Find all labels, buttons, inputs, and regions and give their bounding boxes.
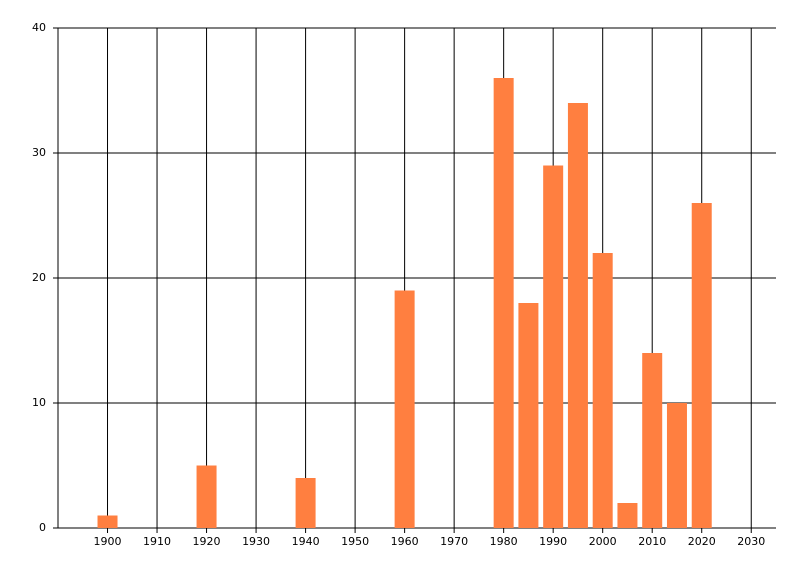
bar	[567, 103, 588, 528]
x-tick-label: 1970	[440, 535, 468, 548]
bar	[518, 303, 539, 528]
bar	[543, 165, 564, 528]
bar	[642, 353, 663, 528]
x-tick-label: 1950	[341, 535, 369, 548]
bar	[617, 503, 638, 528]
x-tick-label: 2030	[737, 535, 765, 548]
bar	[493, 78, 514, 528]
x-tick-label: 1990	[539, 535, 567, 548]
bar	[666, 403, 687, 528]
x-tick-label: 1930	[242, 535, 270, 548]
bar	[295, 478, 316, 528]
y-tick-label: 10	[32, 396, 46, 409]
bar	[196, 465, 217, 528]
x-tick-label: 1910	[143, 535, 171, 548]
y-tick-label: 20	[32, 271, 46, 284]
bar	[394, 290, 415, 528]
x-tick-label: 1920	[193, 535, 221, 548]
x-tick-label: 2010	[638, 535, 666, 548]
bar	[592, 253, 613, 528]
x-tick-label: 2020	[688, 535, 716, 548]
x-tick-label: 2000	[589, 535, 617, 548]
y-tick-label: 0	[39, 521, 46, 534]
x-tick-label: 1980	[490, 535, 518, 548]
x-tick-label: 1960	[391, 535, 419, 548]
y-tick-label: 30	[32, 146, 46, 159]
bar	[691, 203, 712, 528]
bar	[97, 515, 118, 528]
y-tick-label: 40	[32, 21, 46, 34]
x-tick-label: 1900	[94, 535, 122, 548]
x-tick-label: 1940	[292, 535, 320, 548]
